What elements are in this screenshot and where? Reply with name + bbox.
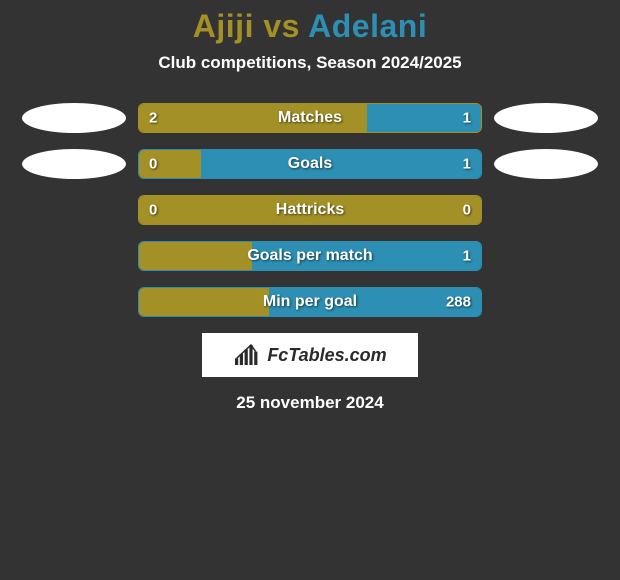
stat-row: 2 1 Matches (0, 103, 620, 133)
stat-label: Goals (288, 155, 332, 173)
badge-placeholder (494, 195, 598, 225)
stat-value-right: 1 (463, 110, 471, 127)
stat-value-left: 0 (149, 156, 157, 173)
bar-chart-icon (233, 344, 261, 366)
stats-area: 2 1 Matches 0 1 Goals 0 0 Hattricks 1 Goals per ma… (0, 103, 620, 317)
stat-row: 288 Min per goal (0, 287, 620, 317)
stat-row: 0 0 Hattricks (0, 195, 620, 225)
stat-value-right: 288 (446, 294, 471, 311)
stat-bar: 1 Goals per match (138, 241, 482, 271)
date-line: 25 november 2024 (0, 393, 620, 413)
page-title: Ajiji vs Adelani (0, 8, 620, 45)
subtitle: Club competitions, Season 2024/2025 (0, 53, 620, 73)
stat-bar: 0 1 Goals (138, 149, 482, 179)
player1-badge (22, 149, 126, 179)
stat-label: Hattricks (276, 201, 344, 219)
stat-row: 1 Goals per match (0, 241, 620, 271)
vs-separator: vs (254, 8, 308, 44)
stat-value-right: 1 (463, 248, 471, 265)
bar-fill-right (201, 150, 481, 178)
badge-placeholder (22, 195, 126, 225)
bar-fill-left (139, 242, 252, 270)
badge-placeholder (494, 241, 598, 271)
player1-badge (22, 103, 126, 133)
bar-fill-left (139, 288, 269, 316)
player2-badge (494, 103, 598, 133)
player1-name: Ajiji (193, 8, 254, 44)
player2-name: Adelani (308, 8, 427, 44)
stat-bar: 288 Min per goal (138, 287, 482, 317)
brand-text: FcTables.com (267, 345, 386, 366)
stat-bar: 2 1 Matches (138, 103, 482, 133)
brand-box: FcTables.com (202, 333, 418, 377)
stat-value-left: 2 (149, 110, 157, 127)
stat-label: Goals per match (247, 247, 372, 265)
badge-placeholder (22, 287, 126, 317)
stat-label: Matches (278, 109, 342, 127)
player2-badge (494, 149, 598, 179)
stat-value-right: 1 (463, 156, 471, 173)
badge-placeholder (494, 287, 598, 317)
stat-value-right: 0 (463, 202, 471, 219)
comparison-card: Ajiji vs Adelani Club competitions, Seas… (0, 0, 620, 413)
stat-value-left: 0 (149, 202, 157, 219)
badge-placeholder (22, 241, 126, 271)
stat-bar: 0 0 Hattricks (138, 195, 482, 225)
stat-row: 0 1 Goals (0, 149, 620, 179)
stat-label: Min per goal (263, 293, 357, 311)
